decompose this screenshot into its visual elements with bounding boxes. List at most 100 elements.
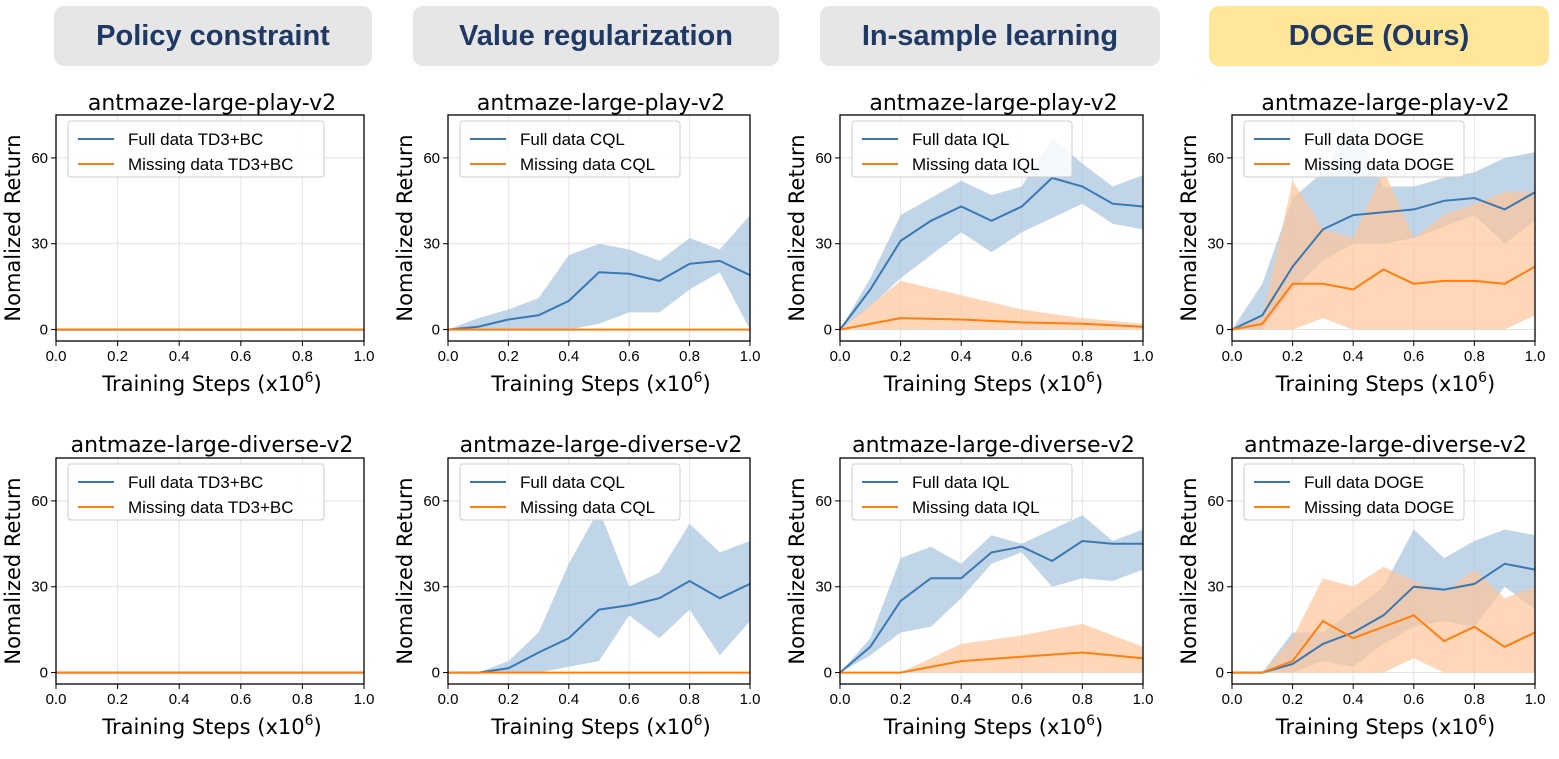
x-axis-label: Training Steps (x106) [883, 370, 1103, 396]
x-tick-label: 0.0 [1222, 691, 1243, 708]
y-axis-label: Nomalized Return [1, 477, 25, 664]
x-tick-label: 0.8 [679, 691, 700, 708]
y-tick-label: 0 [432, 665, 440, 682]
header-doge-ours: DOGE (Ours) [1209, 6, 1549, 66]
y-tick-label: 60 [423, 150, 440, 167]
x-tick-label: 0.4 [558, 348, 579, 365]
x-tick-label: 1.0 [354, 691, 375, 708]
x-axis-label: Training Steps (x106) [883, 713, 1103, 739]
y-tick-label: 30 [31, 236, 48, 253]
header-policy-constraint: Policy constraint [54, 6, 372, 66]
x-tick-label: 0.4 [1343, 691, 1364, 708]
x-tick-label: 0.6 [619, 348, 640, 365]
plot-frame [839, 457, 1144, 685]
legend-label-full: Full data TD3+BC [128, 130, 263, 149]
legend-label-full: Full data DOGE [1304, 473, 1424, 492]
x-axis-label: Training Steps (x106) [490, 713, 710, 739]
x-tick-label: 0.0 [46, 691, 67, 708]
x-tick-label: 0.4 [169, 348, 190, 365]
y-tick-label: 30 [423, 236, 440, 253]
x-tick-label: 0.6 [1011, 348, 1032, 365]
legend-box [1243, 463, 1465, 521]
chart-title: antmaze-large-diverse-v2 [460, 433, 743, 458]
chart-panel-4: 0.0 0.2 0.4 0.6 0.8 1.0 0 30 60 antmaze-large-pla… [1177, 91, 1545, 396]
chart-title: antmaze-large-play-v2 [1261, 91, 1509, 116]
legend-label-missing: Missing data DOGE [1304, 498, 1454, 517]
x-tick-label: 0.0 [438, 691, 459, 708]
x-tick-label: 0.2 [498, 348, 519, 365]
y-tick-label: 0 [40, 322, 48, 339]
plot-frame [839, 114, 1144, 342]
plot-frame [1231, 114, 1536, 342]
legend-label-full: Full data CQL [520, 473, 625, 492]
plot-frame [55, 457, 365, 685]
plot-frame [447, 114, 751, 342]
y-tick-label: 60 [423, 493, 440, 510]
x-axis-label: Training Steps (x106) [101, 370, 321, 396]
x-tick-label: 0.4 [558, 691, 579, 708]
legend-label-missing: Missing data TD3+BC [128, 498, 294, 517]
x-tick-label: 0.2 [1282, 691, 1303, 708]
y-tick-label: 0 [824, 665, 832, 682]
legend-box [459, 120, 681, 178]
x-tick-label: 0.6 [230, 348, 251, 365]
x-tick-label: 0.2 [1282, 348, 1303, 365]
chart-panel-1: 0.0 0.2 0.4 0.6 0.8 1.0 0 30 60 antmaze-large-pla… [1, 91, 374, 396]
x-axis-label: Training Steps (x106) [1275, 370, 1495, 396]
x-tick-label: 0.0 [46, 348, 67, 365]
x-tick-label: 0.8 [1072, 691, 1093, 708]
chart-panel-5: 0.0 0.2 0.4 0.6 0.8 1.0 0 30 60 antmaze-large-div… [1, 433, 374, 739]
y-tick-label: 60 [31, 150, 48, 167]
x-tick-label: 0.8 [1464, 348, 1485, 365]
legend-label-full: Full data IQL [912, 473, 1009, 492]
x-tick-label: 0.4 [169, 691, 190, 708]
confidence-band-missing [840, 623, 1143, 673]
chart-title: antmaze-large-diverse-v2 [852, 433, 1135, 458]
header-value-regularization: Value regularization [413, 6, 779, 66]
x-tick-label: 0.0 [830, 691, 851, 708]
y-tick-label: 30 [1207, 236, 1224, 253]
chart-panel-2: 0.0 0.2 0.4 0.6 0.8 1.0 0 30 60 antmaze-large-pla… [393, 91, 760, 396]
plot-frame [55, 114, 365, 342]
y-axis-label: Nomalized Return [785, 477, 809, 664]
legend-box [67, 463, 325, 521]
y-axis-label: Nomalized Return [1177, 134, 1201, 321]
y-tick-label: 60 [815, 493, 832, 510]
y-tick-label: 30 [815, 236, 832, 253]
chart-title: antmaze-large-play-v2 [869, 91, 1117, 116]
x-tick-label: 0.6 [619, 691, 640, 708]
x-tick-label: 1.0 [1525, 691, 1546, 708]
chart-title: antmaze-large-diverse-v2 [1244, 433, 1527, 458]
x-tick-label: 0.6 [1403, 691, 1424, 708]
y-tick-label: 30 [1207, 579, 1224, 596]
chart-panel-6: 0.0 0.2 0.4 0.6 0.8 1.0 0 30 60 antmaze-large-div… [393, 433, 760, 739]
y-tick-label: 30 [31, 579, 48, 596]
series-line-full [1231, 191, 1536, 331]
series-line-missing [1231, 265, 1536, 331]
x-tick-label: 0.6 [230, 691, 251, 708]
y-tick-label: 30 [815, 579, 832, 596]
y-tick-label: 60 [31, 493, 48, 510]
x-tick-label: 0.8 [292, 691, 313, 708]
series-line-full [839, 176, 1144, 331]
y-tick-label: 60 [815, 150, 832, 167]
y-tick-label: 0 [432, 322, 440, 339]
x-tick-label: 0.0 [830, 348, 851, 365]
x-tick-label: 0.8 [292, 348, 313, 365]
x-tick-label: 0.8 [679, 348, 700, 365]
y-tick-label: 0 [40, 665, 48, 682]
series-line-missing [840, 651, 1144, 674]
x-tick-label: 0.0 [438, 348, 459, 365]
y-tick-label: 30 [423, 579, 440, 596]
legend-label-full: Full data CQL [520, 130, 625, 149]
legend-label-missing: Missing data CQL [520, 498, 655, 517]
legend-label-missing: Missing data TD3+BC [128, 155, 294, 174]
confidence-band-missing [840, 280, 1143, 330]
chart-panel-3: 0.0 0.2 0.4 0.6 0.8 1.0 0 30 60 antmaze-large-pla… [785, 91, 1153, 396]
legend-box [851, 463, 1073, 521]
x-tick-label: 0.2 [498, 691, 519, 708]
y-tick-label: 0 [824, 322, 832, 339]
y-tick-label: 60 [1207, 493, 1224, 510]
x-tick-label: 1.0 [740, 691, 761, 708]
x-tick-label: 1.0 [740, 348, 761, 365]
